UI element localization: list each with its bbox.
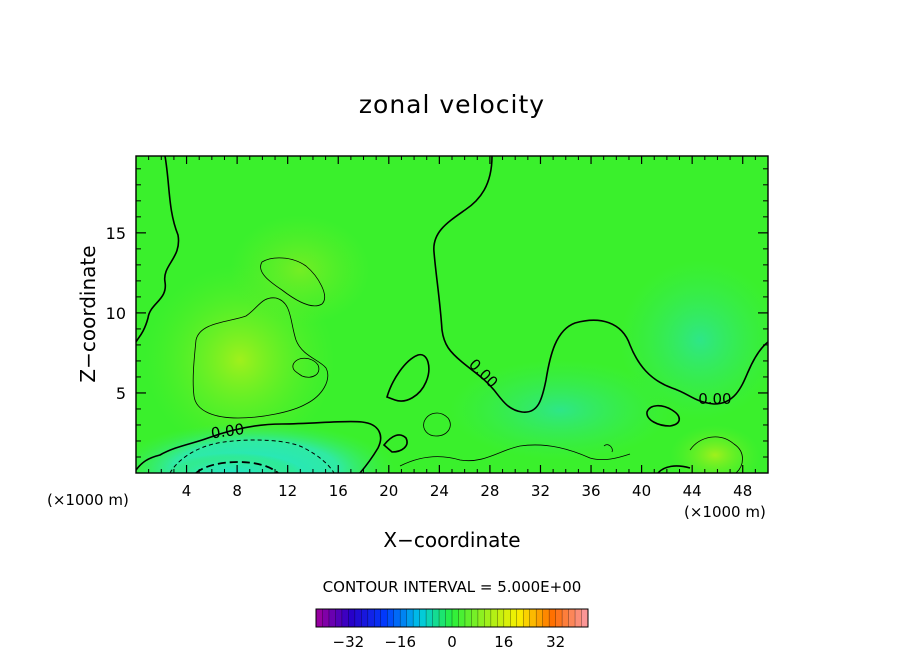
colorbar-swatch (497, 609, 505, 627)
colorbar-swatch (458, 609, 466, 627)
colorbar-swatch (354, 609, 362, 627)
colorbar-tick-label: −16 (384, 633, 416, 651)
colorbar-swatch (477, 609, 485, 627)
x-tick-label: 20 (379, 482, 398, 500)
colorbar-swatch (432, 609, 440, 627)
x-tick-label: 44 (683, 482, 702, 500)
contour-label: 0.00 (210, 420, 246, 442)
colorbar-swatch (452, 609, 459, 627)
colorbar-ticks: −32 −16 0 16 32 (333, 633, 566, 651)
colorbar-swatch (341, 609, 349, 627)
negative-contour-inner (195, 461, 279, 473)
colorbar-swatch (439, 609, 446, 627)
colorbar-swatch (361, 609, 369, 627)
plot-area: 0.000.000.00 (136, 156, 768, 473)
colorbar-swatch (464, 609, 472, 627)
colorbar-swatch (445, 609, 453, 627)
y-axis-label: Z−coordinate (76, 245, 100, 382)
positive-contour-upper (260, 257, 325, 307)
negative-contour-outer (169, 439, 335, 473)
colorbar-swatch (406, 609, 414, 627)
y-tick-label: 5 (116, 384, 126, 403)
colorbar-swatch (380, 609, 388, 627)
zero-contour-left (136, 156, 180, 343)
zero-contour-island-3 (646, 404, 681, 427)
colorbar-swatch (568, 609, 576, 627)
colorbar-swatch (328, 609, 336, 627)
y-tick-label: 15 (106, 224, 126, 243)
positive-velocity-region-right (670, 425, 760, 473)
contour-label: 0.00 (698, 390, 731, 408)
colorbar-swatch (516, 609, 524, 627)
colorbar-swatch (413, 609, 420, 627)
teal-velocity-region (450, 360, 670, 460)
x-tick-label: 28 (480, 482, 499, 500)
colorbar-swatch (471, 609, 479, 627)
x-tick-label: 8 (232, 482, 242, 500)
x-axis-ticks: 4 8 12 16 20 24 28 32 36 40 44 48 (148, 156, 756, 500)
positive-contour-right (689, 436, 743, 473)
chart-title: zonal velocity (359, 90, 545, 119)
colorbar-tick-label: −32 (333, 633, 365, 651)
colorbar-frame (315, 608, 589, 628)
x-tick-label: 12 (278, 482, 297, 500)
colorbar-swatch (575, 609, 582, 627)
colorbar-swatch (484, 609, 492, 627)
x-axis-label: X−coordinate (383, 528, 520, 552)
x-unit-left: (×1000 m) (47, 491, 129, 509)
colorbar-swatch (374, 609, 382, 627)
x-tick-label: 40 (632, 482, 651, 500)
zero-contour-bottom (136, 420, 382, 473)
colorbar-swatch (503, 609, 511, 627)
positive-contour-bottom (399, 444, 631, 467)
colorbar-swatch (581, 609, 589, 627)
colorbar-tick-label: 32 (546, 633, 565, 651)
colorbar (315, 608, 589, 628)
x-unit-right: (×1000 m) (684, 503, 766, 521)
colorbar-swatch (555, 609, 563, 627)
x-tick-label: 48 (733, 482, 752, 500)
colorbar-swatch (542, 609, 550, 627)
zero-contour-bottom-right (657, 465, 691, 473)
x-tick-label: 32 (531, 482, 550, 500)
colorbar-swatch (367, 609, 375, 627)
colorbar-swatch (529, 609, 537, 627)
zero-contour-center (433, 156, 768, 413)
x-tick-label: 16 (329, 482, 348, 500)
positive-contour-main (192, 297, 329, 419)
contour-interval-text: CONTOUR INTERVAL = 5.000E+00 (323, 578, 582, 596)
colorbar-swatch (562, 609, 569, 627)
colorbar-swatch (400, 609, 407, 627)
zero-contour-island-1 (386, 353, 430, 402)
colorbar-swatch (490, 609, 498, 627)
colorbar-swatch (536, 609, 543, 627)
positive-contour-right-2 (603, 444, 613, 453)
zero-contour-island-2 (382, 434, 408, 453)
colorbar-swatch (387, 609, 395, 627)
colorbar-swatch (322, 609, 330, 627)
colorbar-swatch (426, 609, 433, 627)
y-axis-ticks: 5 10 15 (106, 168, 768, 458)
x-tick-label: 4 (182, 482, 192, 500)
colorbar-swatch (549, 609, 556, 627)
colorbar-tick-label: 16 (494, 633, 513, 651)
positive-contour-mid (423, 412, 451, 437)
x-tick-label: 24 (430, 482, 449, 500)
contour-lines (136, 156, 768, 473)
colorbar-swatch (393, 609, 401, 627)
y-tick-label: 10 (106, 304, 126, 323)
colorbar-swatch (419, 609, 427, 627)
colorbar-swatch (316, 609, 323, 627)
x-tick-label: 36 (581, 482, 600, 500)
colorbar-swatch (510, 609, 518, 627)
colorbar-tick-label: 0 (447, 633, 457, 651)
positive-contour-small (292, 357, 320, 378)
positive-velocity-region-upper (230, 215, 370, 325)
colorbar-swatch (348, 609, 356, 627)
colorbar-swatch (523, 609, 531, 627)
colorbar-swatch (335, 609, 343, 627)
